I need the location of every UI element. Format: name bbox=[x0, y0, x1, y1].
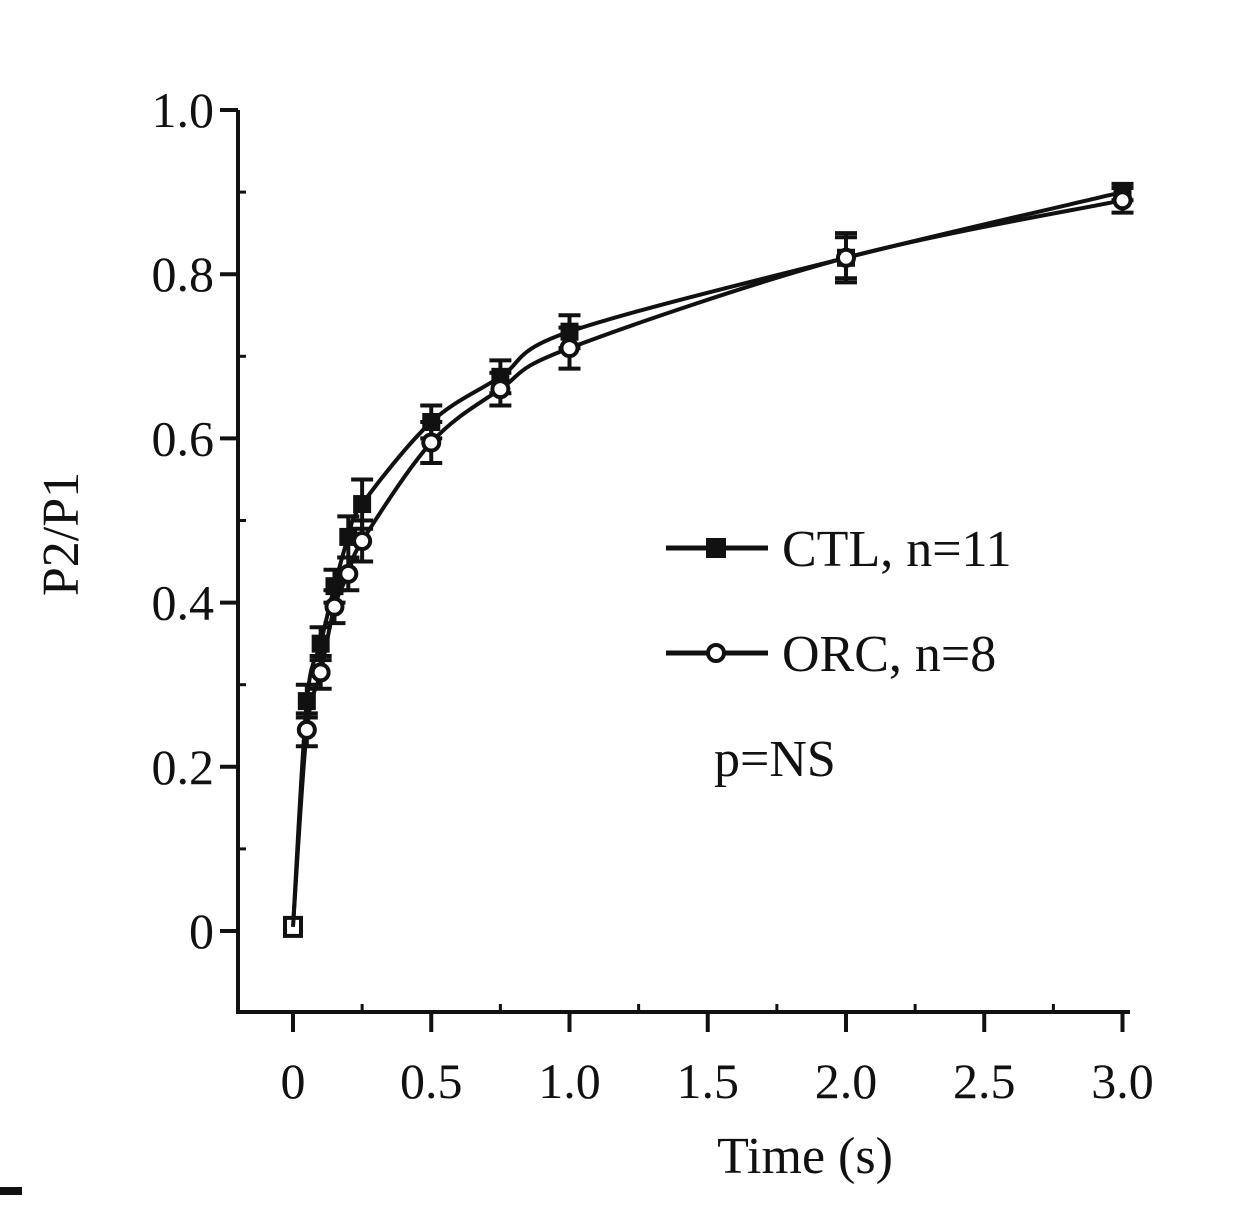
x-tick-label: 3.0 bbox=[1091, 1053, 1154, 1109]
data-point bbox=[324, 596, 345, 617]
y-tick-label: 1.0 bbox=[152, 82, 215, 138]
x-tick-label: 0.5 bbox=[400, 1053, 463, 1109]
legend-marker-ctl bbox=[706, 538, 726, 558]
x-tick-label: 2.5 bbox=[953, 1053, 1016, 1109]
y-tick-label: 0.6 bbox=[152, 410, 215, 466]
legend: CTL, n=11 ORC, n=8 bbox=[666, 521, 1012, 683]
legend-label-orc: ORC, n=8 bbox=[782, 626, 996, 683]
significance-annotation: p=NS bbox=[714, 731, 836, 788]
x-tick-label: 0 bbox=[281, 1053, 306, 1109]
x-tick-label: 2.0 bbox=[815, 1053, 878, 1109]
x-axis-title: Time (s) bbox=[717, 1128, 893, 1185]
legend-marker-orc bbox=[706, 643, 726, 663]
series-orc bbox=[291, 185, 1134, 928]
data-point bbox=[296, 719, 317, 740]
series-line bbox=[291, 198, 1123, 928]
axes bbox=[236, 110, 1130, 1014]
data-point bbox=[310, 662, 331, 683]
y-tick-label: 0.2 bbox=[152, 739, 215, 795]
x-ticks: 0 0.5 1.0 1.5 2.0 2.5 3.0 bbox=[281, 1004, 1154, 1109]
x-tick-label: 1.0 bbox=[538, 1053, 601, 1109]
data-point bbox=[1112, 190, 1133, 211]
data-point bbox=[559, 338, 580, 359]
series-layer bbox=[283, 181, 1134, 938]
y-tick-label: 0 bbox=[189, 903, 214, 959]
data-point bbox=[421, 432, 442, 453]
y-axis-title: P2/P1 bbox=[33, 472, 90, 596]
data-point bbox=[338, 563, 359, 584]
legend-item-ctl: CTL, n=11 bbox=[666, 521, 1012, 578]
data-point bbox=[836, 247, 856, 268]
corner-mark bbox=[0, 1187, 22, 1195]
y-ticks: 0 0.2 0.4 0.6 0.8 1.0 bbox=[152, 82, 246, 959]
legend-item-orc: ORC, n=8 bbox=[666, 626, 996, 683]
y-tick-label: 0.4 bbox=[152, 575, 215, 631]
y-tick-label: 0.8 bbox=[152, 246, 215, 302]
data-point bbox=[490, 379, 511, 400]
x-tick-label: 1.5 bbox=[677, 1053, 740, 1109]
data-point bbox=[353, 495, 372, 514]
data-point bbox=[352, 531, 373, 552]
legend-label-ctl: CTL, n=11 bbox=[782, 521, 1012, 578]
